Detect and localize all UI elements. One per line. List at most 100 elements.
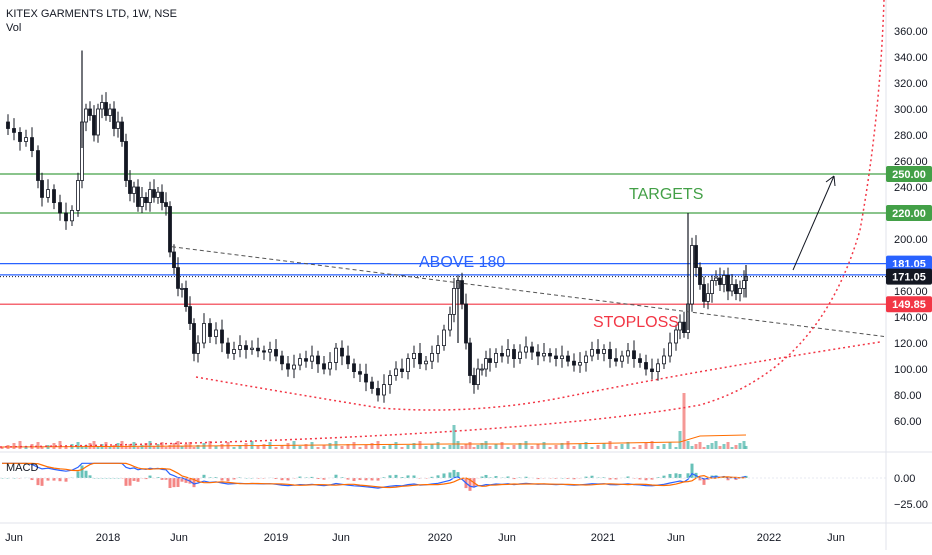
volume-bar [495, 444, 498, 449]
candle-body [383, 385, 386, 395]
volume-bar [287, 443, 290, 449]
candle-body [739, 288, 742, 293]
candle-body [101, 103, 104, 110]
candle-body [121, 122, 124, 142]
candle-body [585, 356, 588, 363]
candle-body [663, 356, 666, 364]
macd-histogram-bar [485, 475, 488, 478]
candle-body [37, 151, 40, 181]
candle-body [561, 356, 564, 359]
candle-body [461, 281, 464, 304]
volume-bar [597, 445, 600, 449]
macd-histogram-bar [125, 478, 128, 486]
volume-bar [615, 446, 618, 449]
volume-bar [193, 447, 196, 449]
candle-body [193, 324, 196, 354]
target-arrow[interactable] [793, 176, 834, 270]
volume-bar [639, 445, 642, 449]
volume-bar [745, 446, 748, 449]
candle-body [347, 356, 350, 364]
candle-body [257, 348, 260, 351]
symbol-title[interactable]: KITEX GARMENTS LTD, 1W, NSE [6, 7, 177, 21]
price-badge-label: 220.00 [892, 208, 926, 220]
candle-body [173, 252, 176, 268]
volume-bar [469, 442, 472, 449]
macd-label[interactable]: MACD [6, 462, 38, 474]
candle-body [65, 213, 68, 221]
volume-bar [449, 445, 452, 449]
candle-body [245, 346, 248, 350]
price-tick-label: 240.00 [894, 182, 928, 194]
parabolic-curve[interactable] [0, 0, 884, 447]
macd-histogram-bar [453, 470, 456, 478]
volume-bar [317, 447, 320, 449]
candle-body [141, 197, 144, 206]
time-tick-label: Jun [667, 532, 685, 544]
candle-body [531, 347, 534, 352]
volume-bar [457, 441, 460, 449]
candle-body [299, 359, 302, 366]
volume-bar [215, 446, 218, 449]
candle-body [197, 343, 200, 353]
chart-header: KITEX GARMENTS LTD, 1W, NSE Vol [6, 7, 177, 35]
time-tick-label: Jun [827, 532, 845, 544]
candle-body [465, 304, 468, 343]
candle-body [341, 348, 344, 356]
volume-bar [251, 441, 254, 449]
volume-bar [371, 443, 374, 449]
candle-body [525, 347, 528, 352]
candle-body [59, 203, 62, 213]
candle-body [145, 197, 148, 202]
macd-histogram-bar [133, 478, 136, 481]
candle-body [275, 350, 278, 357]
macd-histogram-bar [173, 478, 176, 487]
candle-body [485, 359, 488, 369]
candle-body [501, 353, 504, 356]
candle-body [221, 330, 224, 343]
candle-body [573, 361, 576, 365]
volume-bar [699, 442, 702, 449]
volume-bar [723, 444, 726, 449]
volume-bar [719, 446, 722, 449]
drawings [0, 0, 884, 447]
candle-body [603, 350, 606, 354]
price-badge-label: 171.05 [892, 272, 926, 284]
macd-histogram-bar [129, 478, 132, 486]
volume-bar [19, 441, 22, 449]
candle-body [281, 356, 284, 364]
candle-body [185, 288, 188, 306]
annotation-stoploss[interactable]: STOPLOSS [593, 314, 679, 331]
candle-body [683, 322, 686, 332]
macd-histogram-bar [81, 465, 84, 478]
volume-bar [695, 444, 698, 449]
volume-bar [513, 445, 516, 449]
price-badge-label: 250.00 [892, 169, 926, 181]
price-tick-label: 100.00 [894, 364, 928, 376]
volume-bar [707, 445, 710, 449]
candle-body [85, 109, 88, 122]
volume-bar [567, 441, 570, 449]
candle-body [431, 353, 434, 361]
candle-body [597, 350, 600, 354]
candle-body [359, 372, 362, 375]
macd-histogram-bar [669, 474, 672, 478]
volume-bar [425, 446, 428, 449]
volume-bar [621, 444, 624, 449]
candle-body [365, 374, 368, 382]
candle-body [675, 330, 678, 343]
candle-body [41, 181, 44, 198]
annotation-targets[interactable]: TARGETS [629, 186, 703, 203]
candle-body [209, 324, 212, 337]
candle-body [287, 364, 290, 369]
candle-body [703, 285, 706, 302]
candle-body [203, 324, 206, 344]
volume-bar [465, 444, 468, 449]
candle-body [413, 353, 416, 358]
candle-body [25, 138, 28, 142]
annotation-above-180[interactable]: ABOVE 180 [419, 254, 505, 271]
descending-trendline[interactable] [172, 247, 884, 337]
candle-body [137, 187, 140, 207]
candle-body [181, 288, 184, 289]
